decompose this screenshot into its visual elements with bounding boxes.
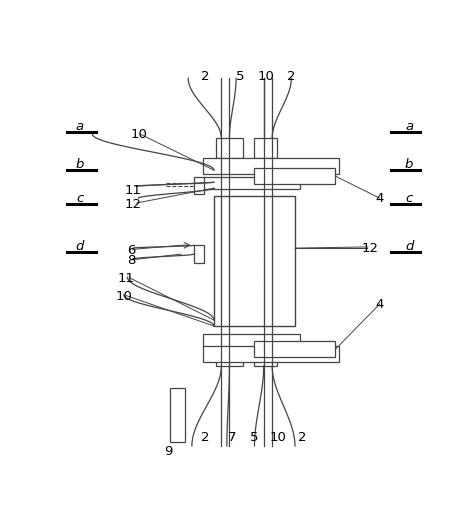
Bar [203,334,301,347]
Text: 7: 7 [228,431,237,444]
Text: 11: 11 [117,271,134,284]
Bar [216,138,243,158]
Text: d: d [76,240,84,253]
Text: 2: 2 [200,70,209,83]
Bar [214,196,295,326]
Text: a: a [405,120,413,133]
Bar [255,341,335,357]
Text: 5: 5 [236,70,244,83]
Bar [255,138,276,158]
Text: c: c [406,192,413,204]
Text: 4: 4 [375,297,384,310]
Text: 10: 10 [257,70,274,83]
Text: 6: 6 [127,243,135,256]
Bar [203,346,339,362]
Bar [216,346,243,366]
Text: d: d [405,240,413,253]
Text: 2: 2 [200,431,209,444]
Bar [194,176,204,194]
Text: 10: 10 [130,128,147,141]
Bar [194,245,204,263]
Text: 10: 10 [115,290,132,303]
Text: a: a [76,120,84,133]
Text: 12: 12 [362,242,379,255]
Bar [203,176,301,189]
Text: 2: 2 [287,70,295,83]
Text: 5: 5 [250,431,259,444]
Text: 9: 9 [164,445,172,458]
Text: b: b [405,158,413,171]
Text: 4: 4 [375,192,384,204]
Bar [255,346,276,366]
Text: 10: 10 [270,431,287,444]
Text: b: b [76,158,84,171]
Bar [255,168,335,184]
Text: 8: 8 [127,254,135,267]
Bar [203,158,339,174]
Text: 12: 12 [124,198,142,211]
Text: 11: 11 [124,184,142,197]
Bar [170,388,185,442]
Text: c: c [76,192,83,204]
Text: 2: 2 [298,431,306,444]
